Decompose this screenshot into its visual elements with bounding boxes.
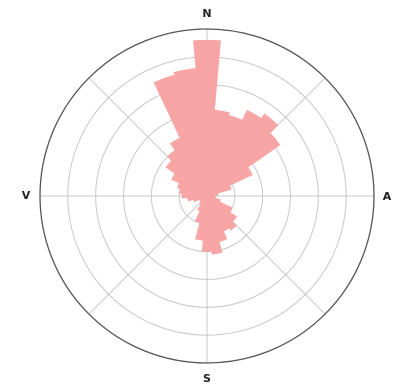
direction-labels: N A S V (22, 7, 392, 385)
label-south: S (203, 372, 211, 385)
label-east: A (383, 190, 392, 203)
rose-petals (153, 39, 281, 255)
petal-70 (206, 185, 232, 197)
outer-boundary (39, 28, 375, 364)
outer-circle (39, 28, 375, 364)
petal-80 (206, 192, 219, 197)
petal-60 (206, 166, 253, 197)
petal-350 (173, 68, 208, 197)
petal-170 (206, 195, 223, 255)
grid-spoke (88, 195, 208, 315)
petal-0 (193, 39, 221, 197)
label-north: N (202, 7, 211, 20)
petal-50 (206, 132, 281, 197)
petal-140 (206, 195, 237, 231)
label-west: V (22, 189, 31, 202)
petal-180 (201, 195, 213, 252)
petal-40 (206, 113, 279, 197)
